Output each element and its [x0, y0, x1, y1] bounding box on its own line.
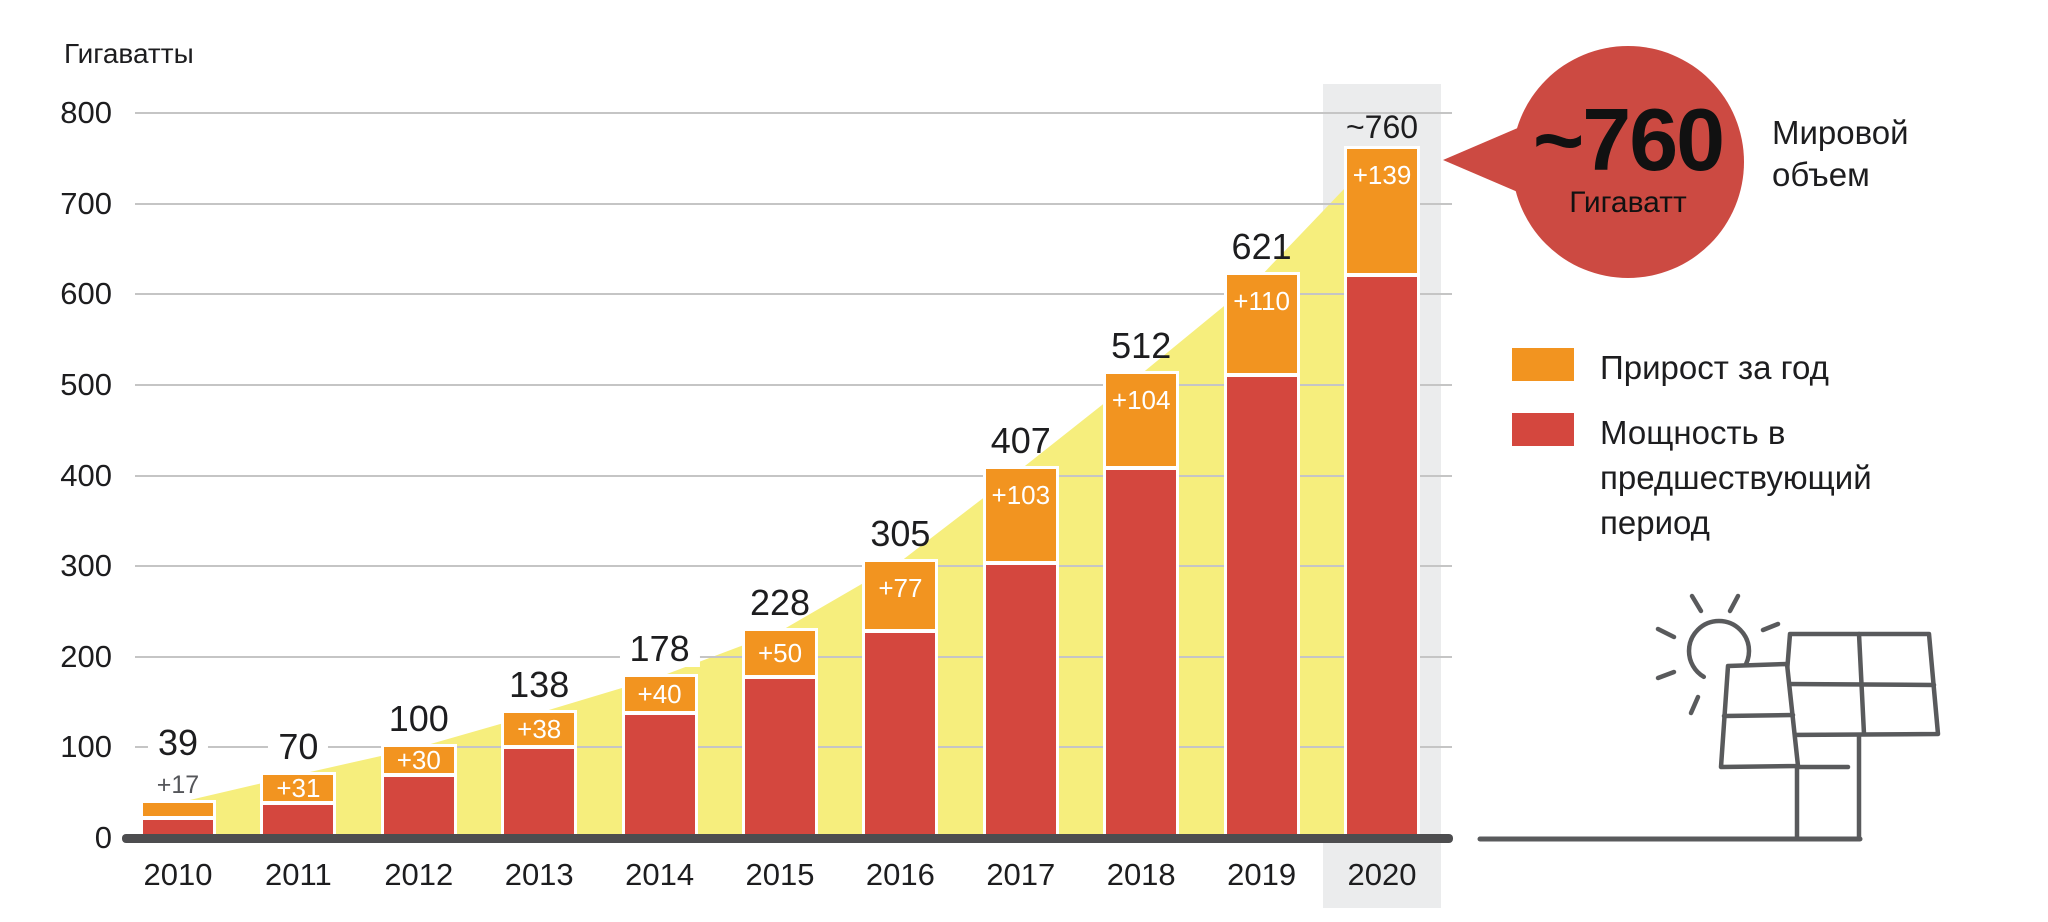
- x-tick-label-2012: 2012: [384, 857, 454, 892]
- bar-growth-segment-2014: [624, 676, 695, 711]
- growth-label-2016: +77: [878, 572, 923, 603]
- gridline-800: [135, 112, 1452, 114]
- y-tick-label-600: 600: [60, 276, 112, 312]
- y-tick-label-0: 0: [94, 820, 112, 855]
- gridline-300: [135, 565, 1452, 568]
- x-tick-label-2013: 2013: [504, 857, 574, 892]
- y-tick-label-200: 200: [60, 638, 112, 674]
- bar-growth-segment-2017: [985, 469, 1056, 561]
- bar-base-segment-2020: [1347, 277, 1417, 842]
- total-label-2015: 228: [749, 582, 811, 624]
- x-tick-label-2018: 2018: [1106, 857, 1176, 892]
- bar-growth-segment-2018: [1106, 374, 1177, 467]
- callout-bubble: ~760 Гигаватт: [1512, 46, 1744, 278]
- growth-label-2014: +40: [637, 678, 682, 709]
- y-tick-label-300: 300: [60, 548, 112, 584]
- bar-base-segment-2019: [1226, 376, 1297, 842]
- bar-growth-segment-2011: [263, 774, 334, 801]
- y-axis-title: Гигаватты: [64, 38, 194, 69]
- callout-unit: Гигаватт: [1569, 186, 1687, 219]
- orange-square-icon: [1512, 348, 1574, 381]
- bar-base-segment-2015: [745, 678, 815, 842]
- bar-base-segment-2018: [1106, 470, 1177, 842]
- total-label-2017: 407: [990, 420, 1051, 462]
- x-tick-label-2016: 2016: [865, 857, 935, 892]
- red-square-icon: [1512, 413, 1574, 446]
- growth-label-2020: +139: [1352, 160, 1412, 191]
- gridline-600: [135, 293, 1452, 296]
- x-tick-label-2011: 2011: [265, 857, 332, 892]
- x-axis-line: [122, 834, 1453, 843]
- bar-growth-segment-2016: [865, 561, 936, 630]
- bar-growth-segment-2019: [1226, 275, 1297, 373]
- gridline-500: [135, 383, 1452, 386]
- growth-label-2010: +17: [156, 770, 200, 799]
- legend-label-growth: Прирост за год: [1600, 349, 1829, 386]
- bar-growth-segment-2013: [504, 712, 575, 746]
- total-label-2016: 305: [870, 512, 931, 554]
- total-label-2014: 178: [619, 630, 700, 667]
- x-tick-label-2014: 2014: [625, 857, 695, 892]
- growth-label-2019: +110: [1233, 286, 1290, 317]
- total-label-2010: 39: [147, 724, 209, 761]
- gridline-400: [135, 474, 1452, 477]
- callout-value: ~760: [1532, 90, 1725, 189]
- x-tick-label-2017: 2017: [986, 857, 1056, 892]
- bar-growth-segment-2010: [143, 802, 213, 817]
- growth-label-2013: +38: [517, 714, 562, 745]
- bar-base-segment-2014: [624, 714, 695, 842]
- growth-label-2015: +50: [757, 638, 803, 669]
- bar-growth-segment-2020: [1347, 149, 1417, 274]
- x-tick-label-2010: 2010: [143, 857, 213, 892]
- total-label-2020: ~760: [1345, 109, 1419, 146]
- gridline-700: [135, 202, 1452, 205]
- growth-label-2017: +103: [991, 480, 1051, 511]
- bar-base-segment-2013: [504, 749, 575, 842]
- total-label-2019: 621: [1231, 226, 1292, 268]
- growth-label-2011: +31: [276, 772, 321, 803]
- x-tick-label-2015: 2015: [745, 857, 815, 892]
- bar-growth-segment-2015: [745, 631, 815, 675]
- y-tick-label-500: 500: [60, 366, 112, 402]
- growth-label-2018: +104: [1111, 385, 1171, 415]
- bar-growth-segment-2012: [383, 747, 454, 773]
- y-tick-label-400: 400: [60, 457, 112, 493]
- total-label-2018: 512: [1111, 325, 1172, 366]
- legend-label-previous-capacity: Мощность в предшествующий период: [1600, 414, 1872, 541]
- x-tick-label-2020: 2020: [1347, 857, 1417, 892]
- bar-base-segment-2012: [383, 776, 454, 842]
- bar-base-segment-2016: [865, 633, 936, 842]
- x-tick-label-2019: 2019: [1227, 857, 1297, 892]
- total-label-2011: 70: [268, 728, 329, 765]
- solar-panels-sun-icon: [1477, 593, 1941, 842]
- y-tick-label-800: 800: [60, 95, 112, 130]
- growth-label-2012: +30: [396, 744, 441, 775]
- total-label-2013: 138: [509, 663, 570, 705]
- callout-side-label: Мировой объем: [1772, 114, 1909, 193]
- bar-base-segment-2017: [985, 564, 1056, 842]
- total-label-2012: 100: [388, 698, 449, 740]
- y-tick-label-100: 100: [60, 729, 112, 765]
- y-tick-label-700: 700: [60, 185, 112, 221]
